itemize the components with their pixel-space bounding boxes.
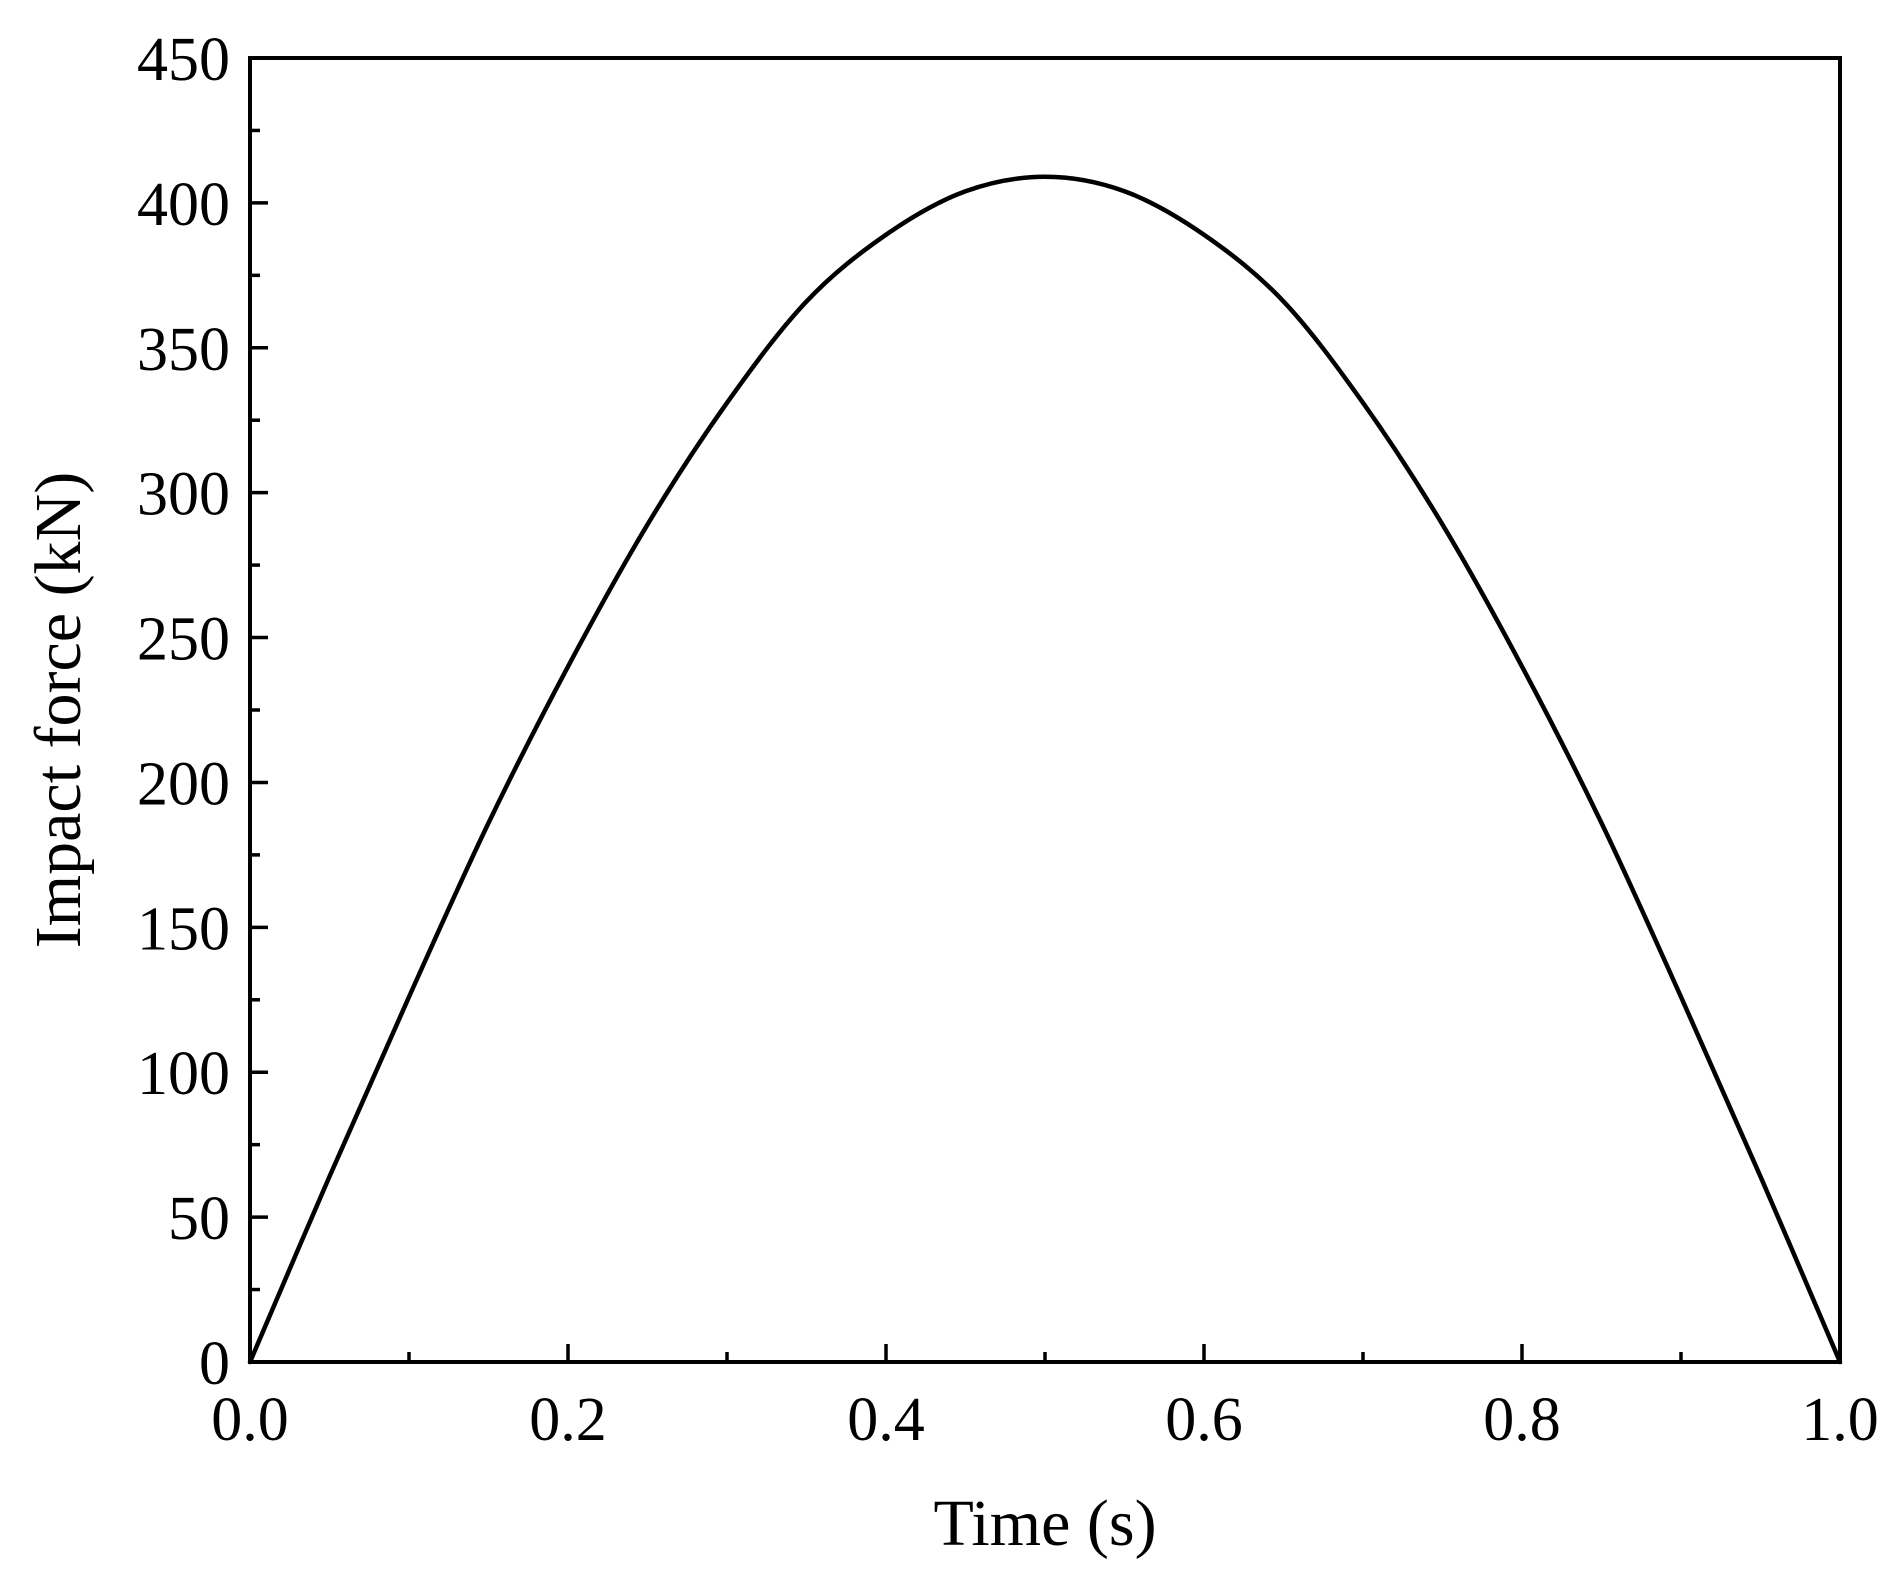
x-tick-label: 0.6 bbox=[1165, 1386, 1243, 1454]
y-tick-label: 250 bbox=[137, 606, 230, 674]
x-tick-label: 0.2 bbox=[529, 1386, 607, 1454]
x-tick-label: 0.0 bbox=[211, 1386, 289, 1454]
y-axis-title: Impact force (kN) bbox=[22, 472, 95, 948]
tick-labels-layer: 0.0 0.2 0.4 0.6 0.8 1.0 0 50 100 150 200 250 300 350 4… bbox=[137, 26, 1879, 1454]
x-tick-label: 0.4 bbox=[847, 1386, 925, 1454]
series-line-0 bbox=[247, 174, 1843, 1365]
y-tick-label: 300 bbox=[137, 461, 230, 529]
y-tick-label: 100 bbox=[137, 1040, 230, 1108]
ticks-layer bbox=[248, 56, 1842, 1364]
plot-frame bbox=[248, 56, 1842, 1364]
x-axis-title: Time (s) bbox=[933, 1487, 1156, 1560]
y-tick-label: 50 bbox=[168, 1185, 230, 1253]
x-tick-label: 0.8 bbox=[1483, 1386, 1561, 1454]
y-tick-label: 350 bbox=[137, 316, 230, 384]
y-tick-label: 150 bbox=[137, 895, 230, 963]
x-tick-label: 1.0 bbox=[1801, 1386, 1879, 1454]
y-tick-label: 200 bbox=[137, 750, 230, 818]
y-tick-label: 450 bbox=[137, 26, 230, 94]
series-layer bbox=[247, 174, 1843, 1365]
y-tick-label: 400 bbox=[137, 171, 230, 239]
y-tick-label: 0 bbox=[199, 1330, 230, 1398]
plot-area bbox=[248, 56, 1842, 1364]
